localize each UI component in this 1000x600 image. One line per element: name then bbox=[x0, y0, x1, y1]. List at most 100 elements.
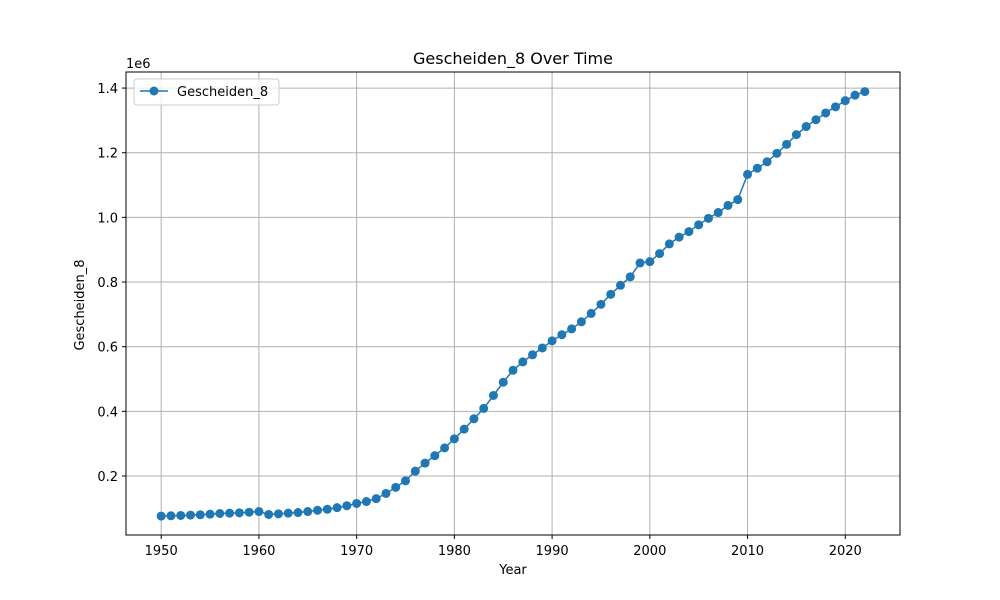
data-point bbox=[215, 509, 225, 519]
data-point bbox=[361, 497, 371, 507]
data-point bbox=[664, 239, 674, 249]
x-tick-label: 1960 bbox=[242, 544, 275, 559]
data-point bbox=[752, 163, 762, 173]
data-point bbox=[488, 391, 498, 401]
y-tick-label: 1.0 bbox=[97, 211, 118, 226]
data-point bbox=[557, 330, 567, 340]
data-point bbox=[635, 258, 645, 268]
data-point bbox=[234, 508, 244, 518]
data-point bbox=[166, 511, 176, 521]
data-point bbox=[186, 510, 195, 520]
data-point bbox=[606, 289, 616, 299]
x-tick-label: 2000 bbox=[633, 544, 666, 559]
data-point bbox=[733, 195, 743, 205]
legend-label: Gescheiden_8 bbox=[177, 85, 268, 100]
legend: Gescheiden_8 bbox=[133, 78, 280, 106]
plot-frame bbox=[125, 71, 901, 536]
data-point bbox=[860, 87, 870, 97]
legend-marker-swatch bbox=[149, 86, 159, 96]
data-point bbox=[586, 308, 596, 318]
data-point bbox=[449, 434, 459, 444]
data-point bbox=[313, 505, 323, 515]
data-point bbox=[537, 343, 547, 353]
y-tick-label: 0.4 bbox=[97, 405, 118, 420]
data-point bbox=[176, 510, 186, 520]
x-tick-label: 1950 bbox=[145, 544, 178, 559]
data-point bbox=[381, 488, 391, 498]
data-point bbox=[723, 200, 733, 210]
x-axis-ticks: 1950 1960 1970 1980 1990 2000 2010 2020 bbox=[145, 535, 862, 559]
data-point bbox=[195, 510, 205, 520]
data-point bbox=[254, 507, 264, 517]
data-point bbox=[459, 424, 469, 434]
data-point bbox=[655, 249, 665, 259]
data-point bbox=[401, 476, 410, 486]
x-tick-label: 1970 bbox=[340, 544, 373, 559]
data-point bbox=[273, 509, 283, 519]
x-tick-label: 1980 bbox=[438, 544, 471, 559]
data-point bbox=[303, 507, 313, 517]
data-point bbox=[713, 208, 723, 218]
data-point bbox=[762, 157, 772, 167]
chart-title: Gescheiden_8 Over Time bbox=[413, 49, 613, 69]
x-tick-label: 1990 bbox=[536, 544, 569, 559]
data-point bbox=[410, 466, 420, 476]
data-point bbox=[264, 509, 274, 519]
data-point bbox=[518, 357, 528, 367]
y-tick-label: 1.4 bbox=[97, 82, 118, 97]
data-point bbox=[528, 350, 538, 360]
data-point bbox=[332, 503, 342, 513]
data-point bbox=[791, 130, 801, 140]
data-point bbox=[782, 139, 792, 149]
data-point bbox=[440, 443, 450, 453]
data-point bbox=[391, 482, 401, 492]
y-axis-label: Gescheiden_8 bbox=[73, 259, 88, 350]
y-tick-label: 1.2 bbox=[97, 147, 118, 162]
y-tick-label: 0.6 bbox=[97, 341, 118, 356]
data-point bbox=[205, 509, 215, 519]
data-point bbox=[420, 458, 430, 468]
data-point bbox=[498, 377, 508, 387]
series-group bbox=[156, 87, 870, 521]
data-point bbox=[322, 504, 332, 514]
grid-lines bbox=[126, 72, 900, 535]
data-point bbox=[342, 501, 352, 511]
data-point bbox=[469, 414, 479, 424]
data-point bbox=[293, 508, 303, 518]
data-point bbox=[225, 508, 235, 518]
data-point bbox=[694, 220, 704, 230]
y-tick-label: 0.8 bbox=[97, 276, 118, 291]
data-point bbox=[430, 451, 440, 461]
data-point bbox=[831, 102, 840, 112]
data-point bbox=[801, 122, 811, 132]
data-point bbox=[645, 257, 655, 267]
data-point bbox=[371, 494, 381, 504]
data-point bbox=[684, 227, 694, 237]
x-tick-label: 2020 bbox=[829, 544, 862, 559]
legend-box bbox=[133, 78, 280, 106]
data-point bbox=[596, 299, 606, 309]
data-point bbox=[772, 148, 782, 158]
data-point bbox=[850, 90, 860, 100]
data-point bbox=[547, 336, 557, 346]
x-axis-label: Year bbox=[498, 563, 527, 578]
data-point bbox=[821, 108, 831, 118]
data-point bbox=[156, 511, 166, 521]
data-point bbox=[674, 232, 684, 242]
data-point bbox=[244, 507, 254, 517]
data-point bbox=[352, 498, 362, 508]
data-point bbox=[743, 169, 753, 179]
data-point bbox=[576, 317, 586, 327]
data-point bbox=[479, 403, 489, 413]
x-tick-label: 2010 bbox=[731, 544, 764, 559]
data-point bbox=[283, 508, 293, 518]
data-point bbox=[616, 280, 625, 290]
data-point bbox=[703, 213, 713, 223]
y-offset-text: 1e6 bbox=[126, 57, 151, 72]
y-tick-label: 0.2 bbox=[97, 470, 118, 485]
data-point bbox=[567, 324, 577, 334]
data-point bbox=[508, 365, 518, 375]
y-axis-ticks: 0.2 0.4 0.6 0.8 1.0 1.2 1.4 bbox=[97, 82, 126, 485]
data-point bbox=[840, 96, 850, 106]
